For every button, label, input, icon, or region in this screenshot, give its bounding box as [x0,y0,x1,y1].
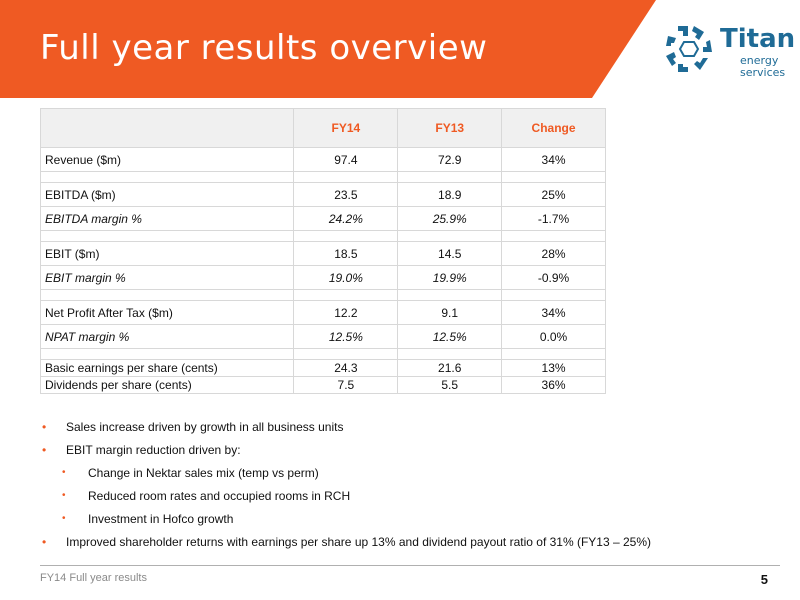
bullet-text: Improved shareholder returns with earnin… [66,535,652,549]
table-row-eps: Basic earnings per share (cents) 24.3 21… [39,359,606,377]
logo-subtitle: energy services [740,55,785,79]
row-fy14: 97.4 [293,147,399,172]
row-fy14: 23.5 [293,182,399,207]
row-label: EBIT ($m) [39,241,295,266]
logo-line-2: services [740,66,786,79]
row-change: -1.7% [501,206,606,231]
footer-divider [40,565,780,566]
row-change: 13% [501,359,606,377]
table-row-ebitda: EBITDA ($m) 23.5 18.9 25% [39,182,606,207]
row-label: NPAT margin % [39,324,295,349]
sub-bullet-dot-icon: • [62,490,66,501]
titan-logo-icon [666,26,712,72]
sub-bullet-dot-icon: • [62,513,66,524]
row-fy14: 19.0% [293,265,399,290]
row-fy13: 5.5 [397,376,503,394]
row-fy13: 25.9% [397,206,503,231]
table-row-npat: Net Profit After Tax ($m) 12.2 9.1 34% [39,300,606,325]
table-row-ebit-margin: EBIT margin % 19.0% 19.9% -0.9% [39,265,606,290]
header-cell-fy14: FY14 [293,108,399,148]
bullet-dot-icon: • [42,535,47,549]
row-change: 36% [501,376,606,394]
row-fy14: 12.2 [293,300,399,325]
row-fy13: 12.5% [397,324,503,349]
row-label: EBITDA ($m) [39,182,295,207]
logo-line-1: energy [740,54,779,67]
row-fy13: 19.9% [397,265,503,290]
header-cell-change: Change [501,108,606,148]
row-fy13: 9.1 [397,300,503,325]
bullet-dot-icon: • [42,420,47,434]
table-row-revenue: Revenue ($m) 97.4 72.9 34% [39,147,606,172]
table-spacer-row [39,289,606,301]
bullet-text: Change in Nektar sales mix (temp vs perm… [88,466,319,480]
list-item: • Investment in Hofco growth [40,510,780,533]
row-fy14: 24.2% [293,206,399,231]
row-fy14: 18.5 [293,241,399,266]
table-header-row: FY14 FY13 Change [39,108,606,148]
table-spacer-row [39,171,606,183]
row-fy13: 18.9 [397,182,503,207]
results-table: FY14 FY13 Change Revenue ($m) 97.4 72.9 … [39,108,606,394]
bullet-text: EBIT margin reduction driven by: [66,443,241,457]
bullet-text: Sales increase driven by growth in all b… [66,420,344,434]
header-cell-blank [39,108,295,148]
bullet-list: • Sales increase driven by growth in all… [40,418,780,556]
table-row-ebitda-margin: EBITDA margin % 24.2% 25.9% -1.7% [39,206,606,231]
page-title: Full year results overview [40,28,488,68]
row-change: 25% [501,182,606,207]
footer-text: FY14 Full year results [40,572,147,584]
row-fy13: 14.5 [397,241,503,266]
row-change: 28% [501,241,606,266]
logo-name: Titan [720,24,796,54]
list-item: • Reduced room rates and occupied rooms … [40,487,780,510]
row-label: Basic earnings per share (cents) [39,359,295,377]
row-fy14: 24.3 [293,359,399,377]
list-item: • Sales increase driven by growth in all… [40,418,780,441]
sub-bullet-dot-icon: • [62,467,66,478]
row-change: 34% [501,300,606,325]
row-change: 34% [501,147,606,172]
table-row-npat-margin: NPAT margin % 12.5% 12.5% 0.0% [39,324,606,349]
list-item: • Improved shareholder returns with earn… [40,533,780,556]
table-row-dps: Dividends per share (cents) 7.5 5.5 36% [39,376,606,394]
row-label: Revenue ($m) [39,147,295,172]
table-row-ebit: EBIT ($m) 18.5 14.5 28% [39,241,606,266]
company-logo: Titan energy services [664,24,795,86]
bullet-dot-icon: • [42,443,47,457]
table-spacer-row [39,348,606,360]
row-label: EBIT margin % [39,265,295,290]
row-fy13: 21.6 [397,359,503,377]
list-item: • EBIT margin reduction driven by: [40,441,780,464]
page-number: 5 [760,572,768,587]
row-label: Dividends per share (cents) [39,376,295,394]
row-fy14: 7.5 [293,376,399,394]
bullet-text: Investment in Hofco growth [88,512,234,526]
row-fy14: 12.5% [293,324,399,349]
list-item: • Change in Nektar sales mix (temp vs pe… [40,464,780,487]
header-cell-fy13: FY13 [397,108,503,148]
table-spacer-row [39,230,606,242]
row-label: EBITDA margin % [39,206,295,231]
bullet-text: Reduced room rates and occupied rooms in… [88,489,351,503]
row-fy13: 72.9 [397,147,503,172]
row-change: 0.0% [501,324,606,349]
row-label: Net Profit After Tax ($m) [39,300,295,325]
row-change: -0.9% [501,265,606,290]
